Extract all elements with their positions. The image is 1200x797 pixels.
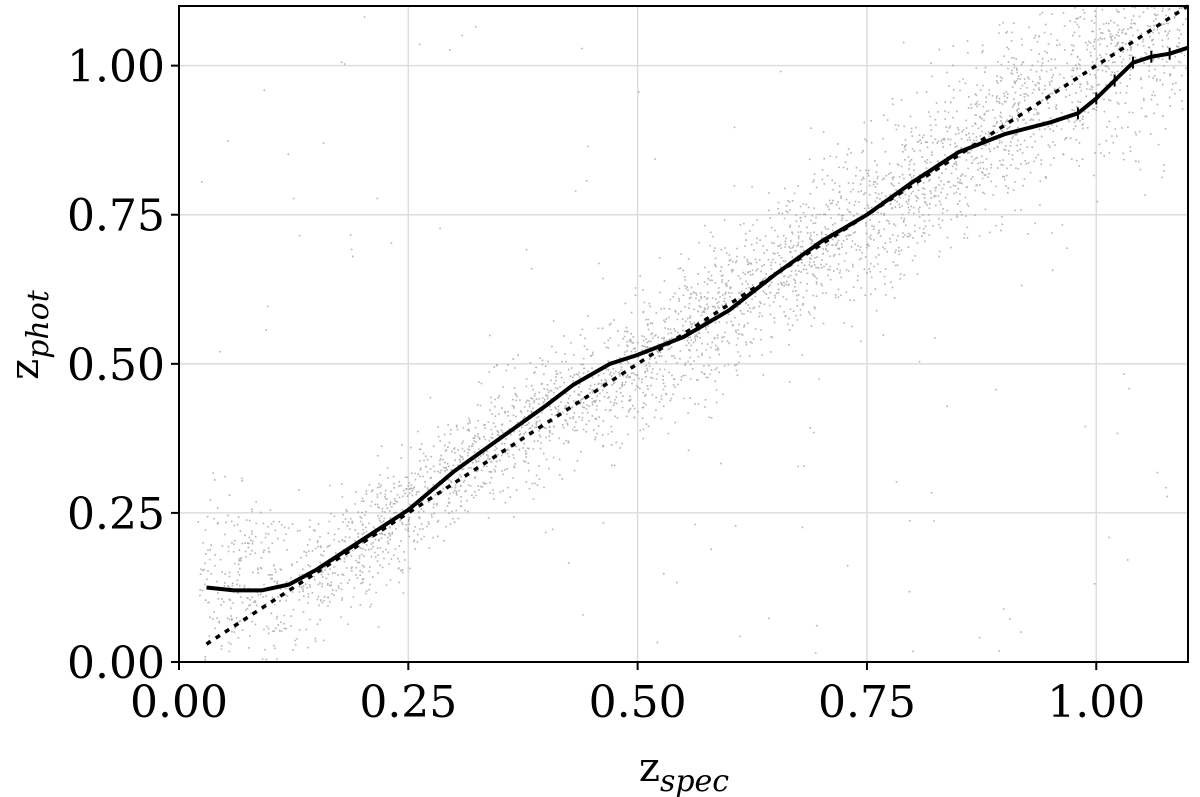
median-line <box>206 45 1189 593</box>
y-tick-label: 1.00 <box>67 42 165 93</box>
x-axis-label: zspec <box>639 745 729 797</box>
x-tick-label: 0.25 <box>359 677 457 728</box>
x-tick-label: 0.50 <box>589 677 687 728</box>
x-tick-label: 0.75 <box>818 677 916 728</box>
y-tick-label: 0.00 <box>67 638 165 689</box>
y-tick-label: 0.50 <box>67 340 165 391</box>
y-tick-label: 0.75 <box>67 191 165 242</box>
one-to-one-line <box>205 4 1189 646</box>
plot-frame <box>178 5 1189 663</box>
y-tick-label: 0.25 <box>67 489 165 540</box>
x-tick-label: 1.00 <box>1047 677 1145 728</box>
x-tick-label: 0.00 <box>130 677 228 728</box>
ticks: 0.00 0.25 0.50 0.75 1.00 0.00 0.25 0.50 0.75 1.00 <box>67 42 1145 728</box>
y-axis-label: zphot <box>2 289 56 380</box>
